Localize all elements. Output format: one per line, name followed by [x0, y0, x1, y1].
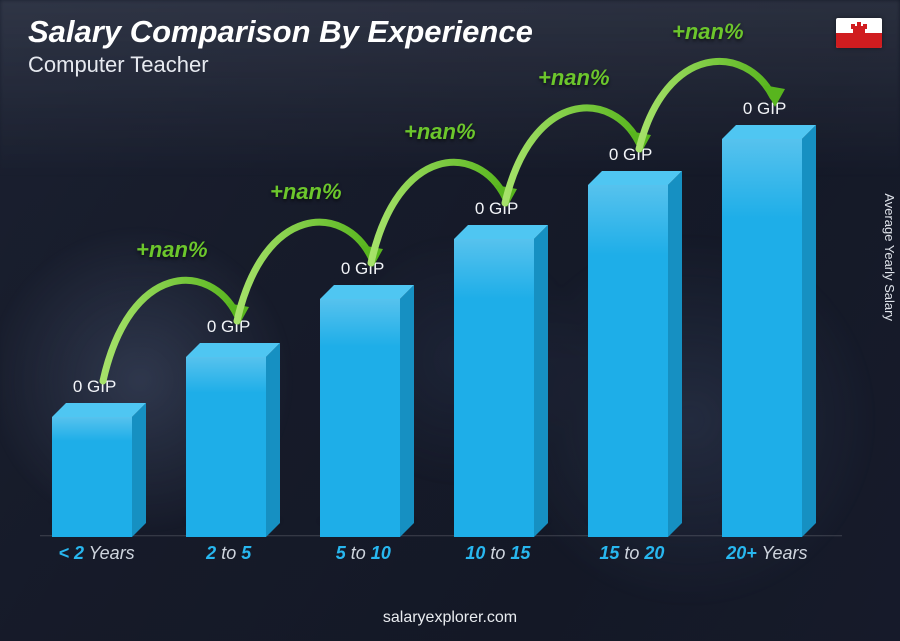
bar-top — [186, 343, 280, 357]
bar-column: 0 GIP2 to 5 — [174, 357, 278, 537]
bar-side — [266, 343, 280, 537]
x-axis-label: < 2 Years — [58, 543, 134, 564]
bar-side — [534, 225, 548, 537]
bar-value-label: 0 GIP — [743, 99, 786, 119]
bar — [320, 299, 400, 537]
x-axis-label: 2 to 5 — [206, 543, 251, 564]
bar-column: 0 GIP15 to 20 — [576, 185, 680, 537]
flag-icon — [836, 18, 882, 48]
x-axis-label: 10 to 15 — [465, 543, 530, 564]
bar-value-label: 0 GIP — [609, 145, 652, 165]
bar-top — [722, 125, 816, 139]
x-axis-label: 15 to 20 — [599, 543, 664, 564]
bar-top — [454, 225, 548, 239]
bar-value-label: 0 GIP — [341, 259, 384, 279]
infographic-container: Salary Comparison By Experience Computer… — [0, 0, 900, 641]
bar-chart: 0 GIP< 2 Years 0 GIP2 to 5 +nan% 0 GIP5 to … — [40, 100, 842, 559]
bar-column: 0 GIP< 2 Years — [40, 417, 144, 537]
delta-label: +nan% — [270, 179, 342, 205]
bar-column: 0 GIP5 to 10 — [308, 299, 412, 537]
delta-label: +nan% — [404, 119, 476, 145]
bar-side — [400, 285, 414, 537]
bar — [186, 357, 266, 537]
chart-title: Salary Comparison By Experience — [28, 14, 533, 50]
bar-top — [588, 171, 682, 185]
bar-front — [588, 185, 668, 537]
bar-value-label: 0 GIP — [207, 317, 250, 337]
delta-label: +nan% — [538, 65, 610, 91]
bar-side — [802, 125, 816, 537]
bar — [588, 185, 668, 537]
y-axis-label: Average Yearly Salary — [883, 193, 898, 321]
bar-front — [320, 299, 400, 537]
chart-subtitle: Computer Teacher — [28, 52, 209, 78]
bar-side — [668, 171, 682, 537]
bar-column: 0 GIP10 to 15 — [442, 239, 546, 537]
bar-front — [52, 417, 132, 537]
x-axis-label: 20+ Years — [726, 543, 807, 564]
bar-value-label: 0 GIP — [475, 199, 518, 219]
bar-front — [186, 357, 266, 537]
delta-label: +nan% — [672, 19, 744, 45]
bar-value-label: 0 GIP — [73, 377, 116, 397]
bar-top — [52, 403, 146, 417]
bar — [722, 139, 802, 537]
bar — [454, 239, 534, 537]
bar-front — [454, 239, 534, 537]
footer-attribution: salaryexplorer.com — [0, 609, 900, 627]
bar-column: 0 GIP20+ Years — [710, 139, 814, 537]
delta-label: +nan% — [136, 237, 208, 263]
bar-front — [722, 139, 802, 537]
bar — [52, 417, 132, 537]
x-axis-label: 5 to 10 — [336, 543, 391, 564]
bar-top — [320, 285, 414, 299]
bar-side — [132, 403, 146, 537]
